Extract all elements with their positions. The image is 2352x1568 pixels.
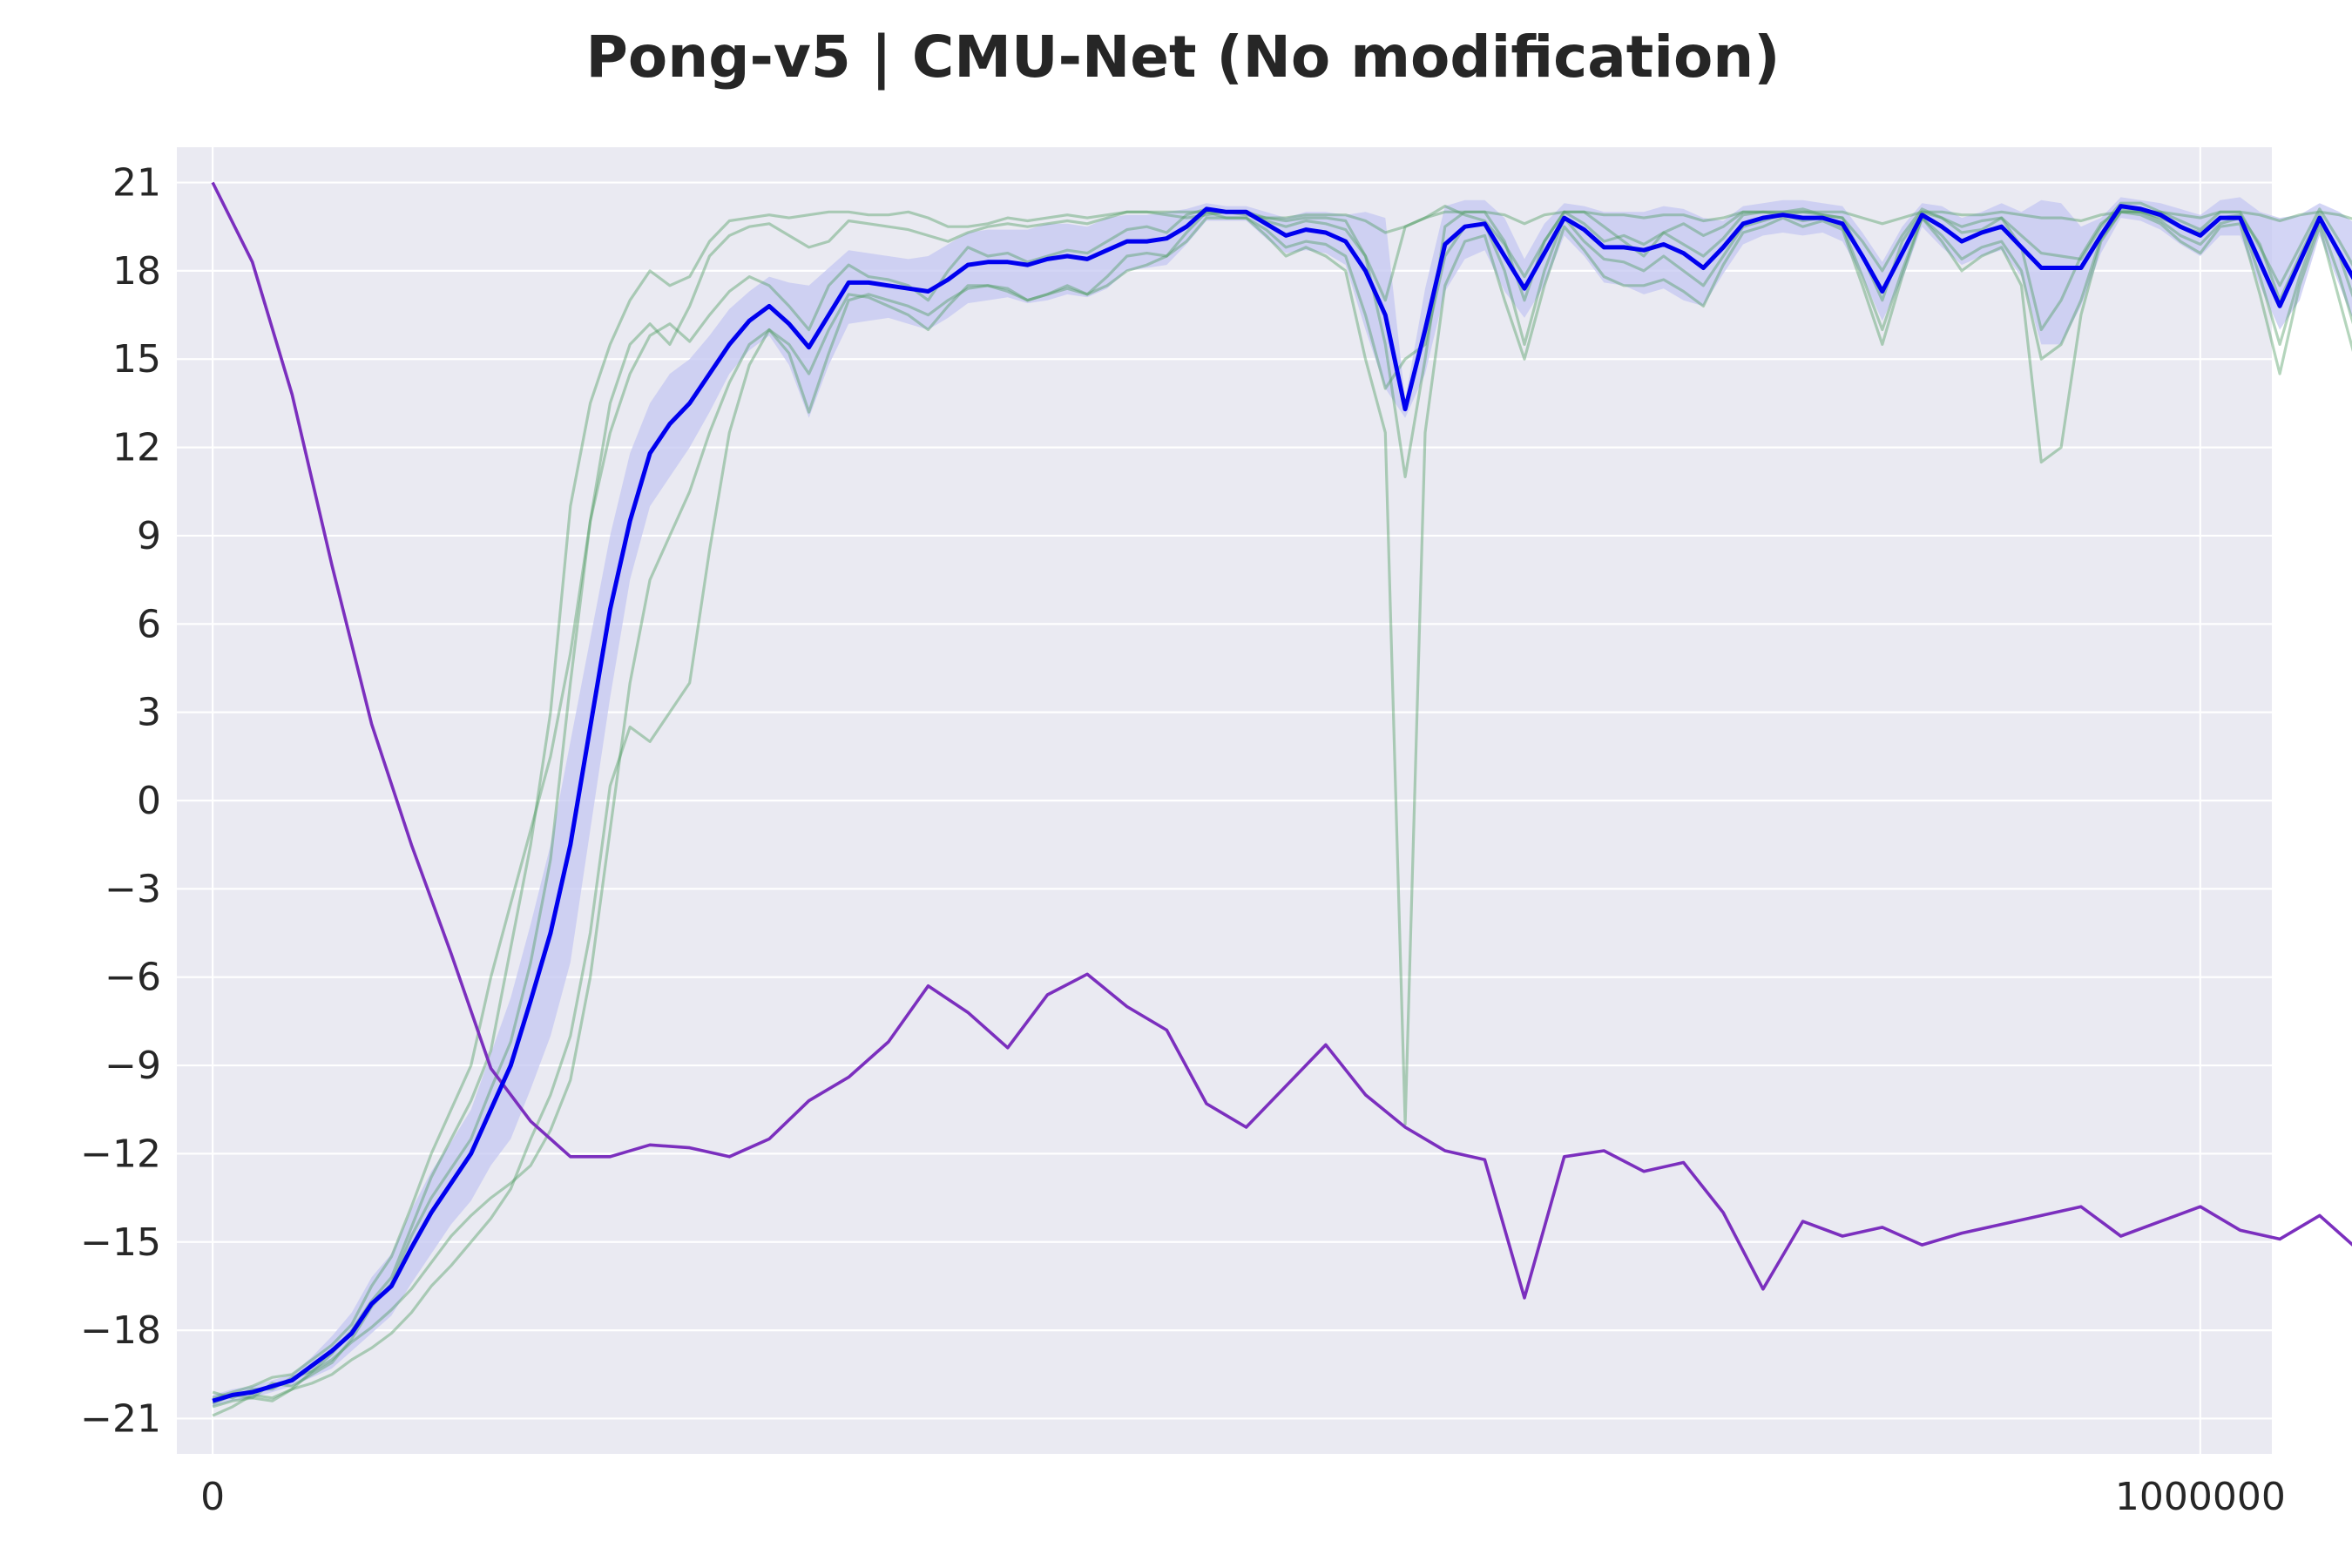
grid [177,147,2272,1454]
y-tick-label: 6 [137,602,161,646]
y-tick-label: 15 [112,337,161,382]
y-tick-label: −9 [105,1044,161,1088]
run-line-3 [212,207,2352,1400]
x-tick-label: 1000000 [2115,1475,2286,1519]
series-layer [211,181,2352,1417]
run-line-4 [212,210,2352,1400]
run-line-2 [212,210,2352,1417]
x-axis-ticks: 0 1000000 [200,1475,2286,1519]
run-line-5 [212,210,2352,1406]
y-tick-label: 21 [112,161,161,206]
y-tick-label: 9 [137,514,161,558]
y-tick-label: −3 [105,867,161,911]
x-tick-label: 0 [200,1475,225,1519]
y-tick-label: −15 [80,1220,161,1265]
chart-title: Pong-v5 | CMU-Net (No modification) [586,24,1781,91]
y-tick-label: −6 [105,956,161,1000]
y-tick-label: 3 [137,691,161,735]
y-tick-label: 18 [112,249,161,294]
baseline-line [211,181,2352,1300]
mean-line [212,204,2352,1403]
y-tick-label: 12 [112,426,161,470]
y-tick-label: −18 [80,1308,161,1353]
y-tick-label: −12 [80,1132,161,1176]
y-tick-label: 0 [137,779,161,823]
run-line-1 [212,201,2352,1409]
y-axis-ticks: 21 18 15 12 9 6 3 0 −3 −6 −9 −12 −15 −18 −21 [80,161,161,1442]
y-tick-label: −21 [80,1396,161,1441]
